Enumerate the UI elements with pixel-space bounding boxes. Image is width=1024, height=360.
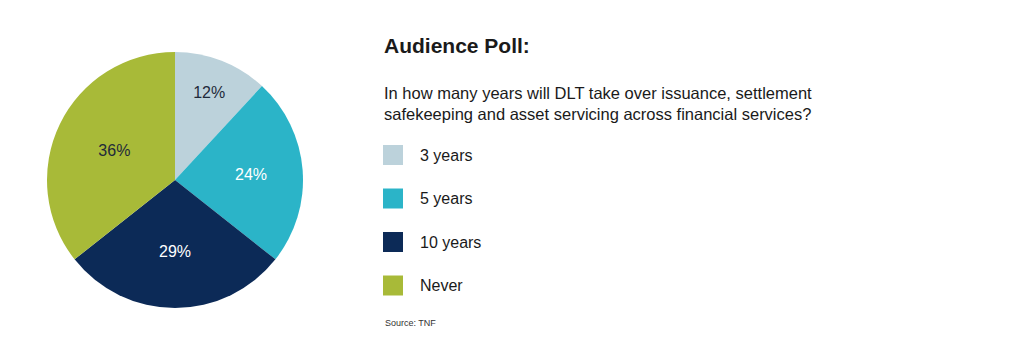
svg-text:In how many years will DLT tak: In how many years will DLT take over iss… (384, 84, 812, 123)
svg-text:Source: TNF: Source: TNF (385, 318, 436, 328)
svg-text:5 years: 5 years (420, 190, 472, 207)
svg-text:Never: Never (420, 277, 463, 294)
svg-text:Audience Poll:: Audience Poll: (384, 34, 530, 57)
svg-text:3 years: 3 years (420, 147, 472, 164)
svg-text:12%: 12% (193, 84, 225, 101)
svg-text:29%: 29% (159, 243, 191, 260)
svg-text:36%: 36% (98, 142, 130, 159)
svg-text:10 years: 10 years (420, 234, 481, 251)
svg-text:24%: 24% (235, 166, 267, 183)
